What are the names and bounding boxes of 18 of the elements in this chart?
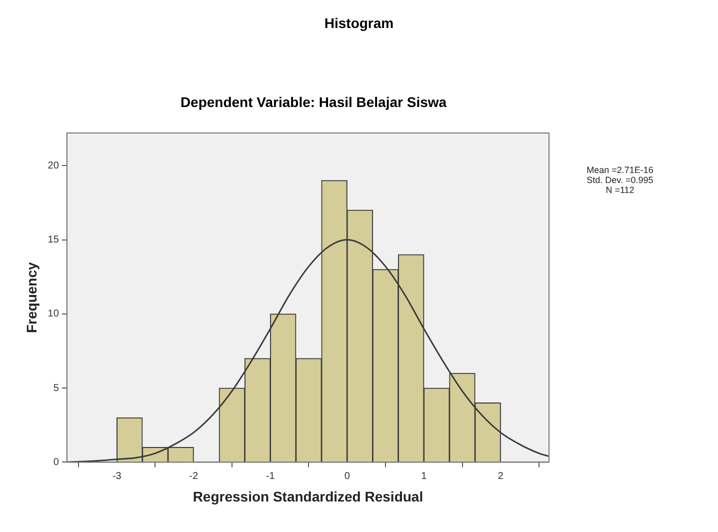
text: Std. Dev. =0.995 [586,175,654,185]
text: N =112 [604,185,636,195]
text: Mean =2.71E-16 [586,165,654,175]
x-tick-label: 0 [344,470,350,482]
y-tick-label: 15 [48,234,60,246]
x-axis-title: Regression Standardized Residual [192,488,424,504]
y-tick-label: 10 [48,308,60,320]
chart-subtitle: Dependent Variable: Hasil Belajar Siswa [179,94,448,110]
y-axis-title: Frequency [23,262,40,334]
x-tick-label: 1 [421,470,428,482]
x-tick-label: -2 [189,470,198,482]
chart-title: Histogram [323,15,395,31]
y-tick-label: 5 [53,382,60,394]
y-tick-label: 20 [48,160,60,172]
y-tick-label: 0 [53,456,60,468]
x-tick-label: -3 [112,470,122,482]
x-tick-label: -1 [266,470,276,482]
x-tick-label: 2 [498,470,504,482]
